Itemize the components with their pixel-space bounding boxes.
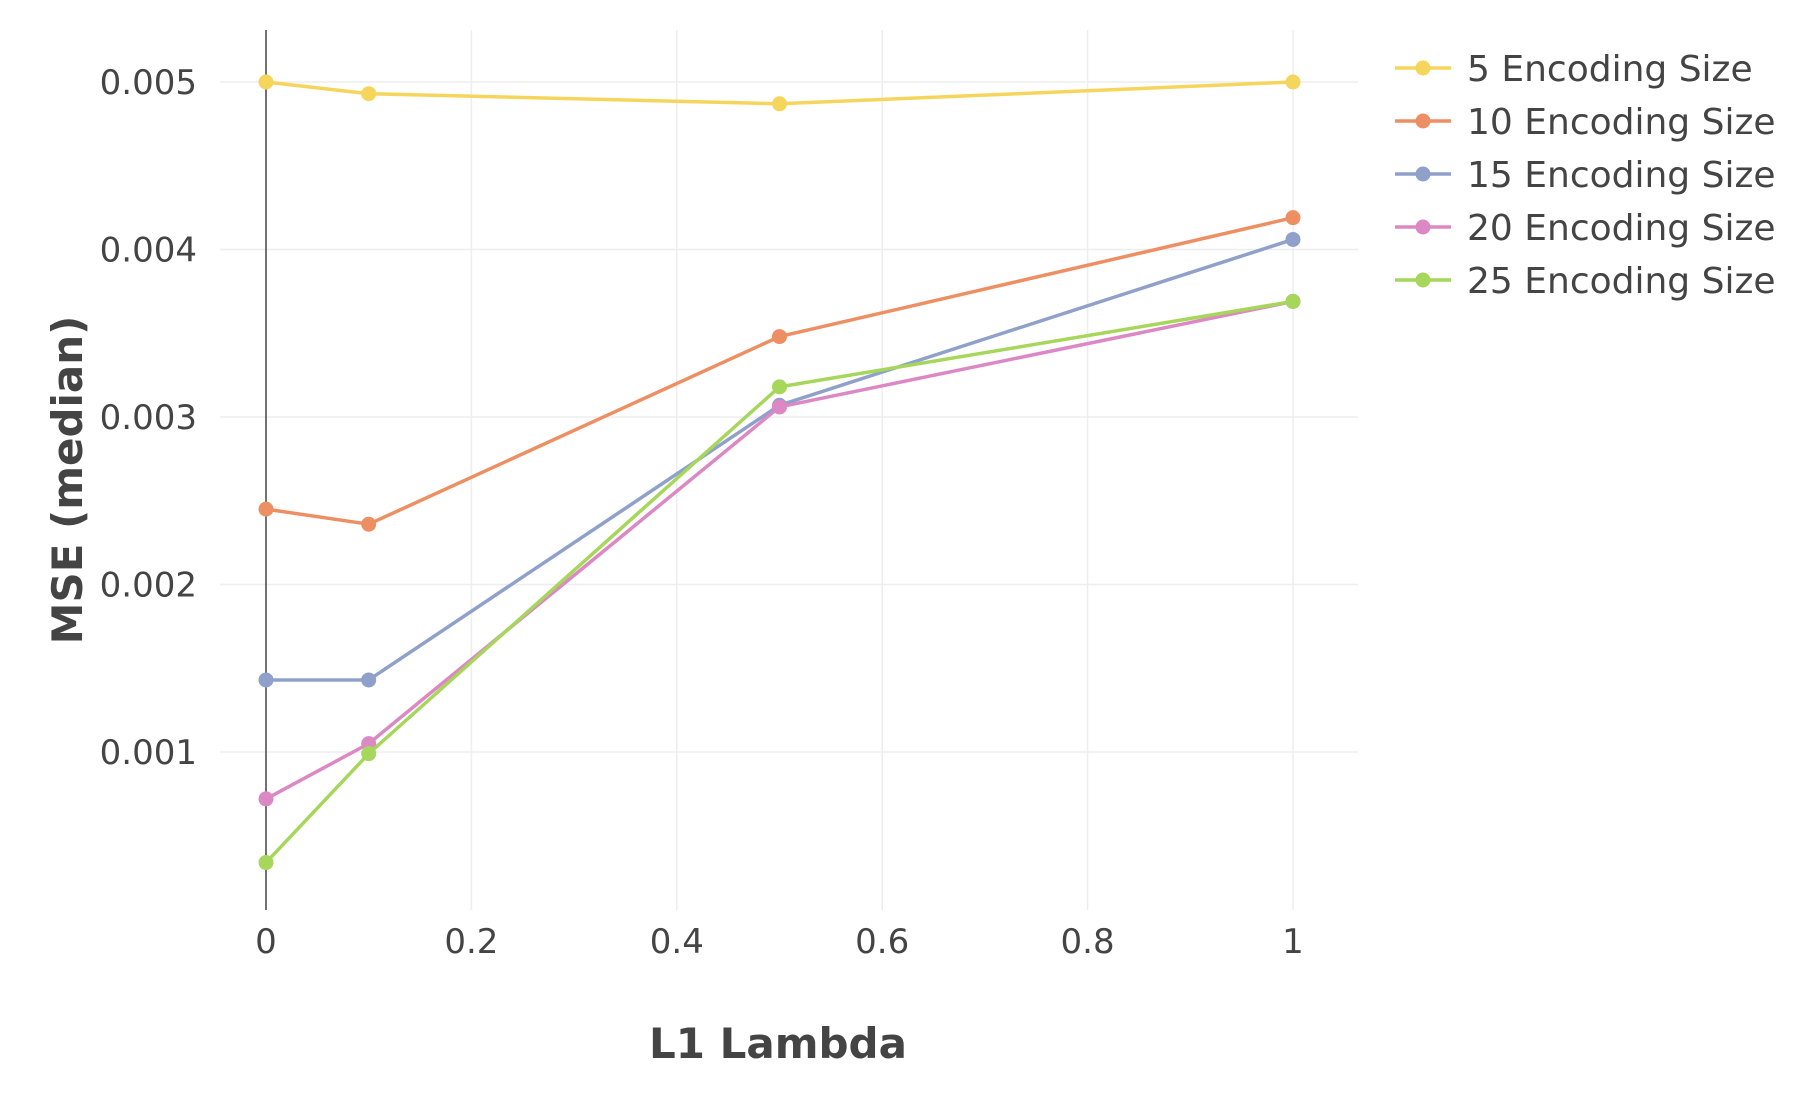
series-5 [258, 293, 1301, 871]
x-tick-label: 0 [255, 922, 277, 962]
data-point [258, 74, 274, 90]
series-line [265, 299, 1294, 801]
y-tick-label: 0.005 [100, 63, 197, 103]
data-point [1285, 231, 1301, 247]
legend-item: 10 Encoding Size [1395, 102, 1776, 143]
data-point [1285, 293, 1301, 309]
x-tick-label: 0.6 [855, 922, 909, 962]
data-point [258, 501, 274, 517]
y-tick-label: 0.004 [100, 231, 197, 271]
x-axis-title: L1 Lambda [649, 1019, 907, 1068]
data-point [361, 86, 377, 102]
data-point [1285, 74, 1301, 90]
y-tick-label: 0.001 [100, 733, 197, 773]
x-tick-label: 0.8 [1061, 922, 1115, 962]
data-point [258, 791, 274, 807]
legend-item: 5 Encoding Size [1395, 49, 1753, 90]
data-point [772, 379, 787, 395]
x-tick-label: 0.2 [444, 922, 498, 962]
legend-item: 25 Encoding Size [1395, 261, 1776, 302]
legend-label: 20 Encoding Size [1467, 208, 1776, 249]
legend-label: 15 Encoding Size [1467, 155, 1776, 196]
series-line [265, 215, 1294, 526]
series-line [264, 299, 1294, 864]
legend-swatch-marker [1415, 60, 1431, 76]
grid [220, 30, 1358, 910]
legend-label: 25 Encoding Size [1467, 261, 1776, 302]
tick-labels: 0 0.2 0.4 0.6 0.8 1 0.001 0.002 0.003 0.004 0.005 [100, 63, 1304, 962]
series-lines [258, 74, 1301, 871]
data-point [772, 399, 787, 415]
data-point [1285, 210, 1301, 226]
legend-item: 15 Encoding Size [1395, 155, 1776, 196]
series-line [266, 237, 1294, 682]
data-point [258, 855, 274, 871]
legend-swatch-marker [1415, 272, 1431, 288]
series-2 [258, 210, 1301, 532]
legend-label: 10 Encoding Size [1467, 102, 1776, 143]
legend-swatch-marker [1415, 166, 1431, 182]
legend-swatch-marker [1415, 113, 1431, 129]
series-3 [258, 231, 1301, 688]
data-point [361, 746, 377, 762]
data-point [772, 329, 787, 345]
legend: 5 Encoding Size 10 Encoding Size 15 Encodi… [1395, 49, 1776, 302]
y-tick-label: 0.003 [100, 398, 197, 438]
series-1 [258, 74, 1301, 112]
data-point [361, 516, 377, 532]
x-tick-label: 0.4 [650, 922, 704, 962]
data-point [361, 672, 377, 688]
x-tick-label: 1 [1282, 922, 1304, 962]
legend-swatch-marker [1415, 219, 1431, 235]
series-4 [258, 293, 1301, 807]
y-axis-title: MSE (median) [43, 316, 92, 645]
series-line [265, 80, 1294, 106]
legend-item: 20 Encoding Size [1395, 208, 1776, 249]
legend-label: 5 Encoding Size [1467, 49, 1753, 90]
data-point [258, 672, 274, 688]
y-tick-label: 0.002 [100, 566, 197, 606]
data-point [772, 96, 787, 112]
